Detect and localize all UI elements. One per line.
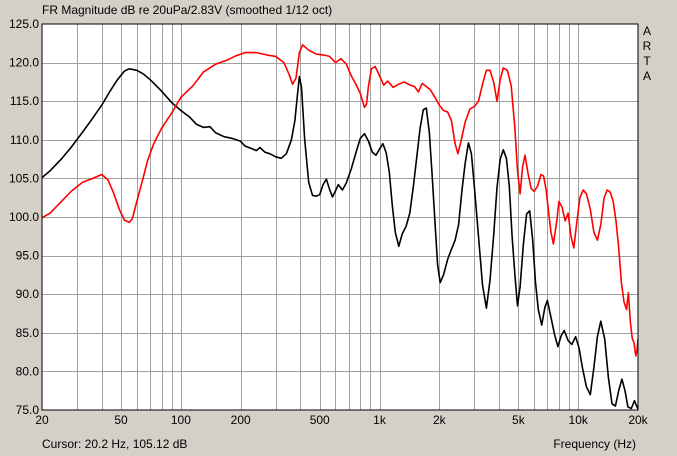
x-tick-label: 50 — [114, 413, 128, 427]
y-tick-label: 75.0 — [16, 403, 40, 417]
x-tick-label: 200 — [231, 413, 251, 427]
plot-border — [41, 23, 639, 411]
series-line-black — [42, 68, 638, 410]
y-tick-label: 80.0 — [16, 364, 40, 378]
x-tick-label: 2k — [433, 413, 447, 427]
x-tick-labels: 20 50 100 200 500 1k 2k 5k 10k 20k — [35, 413, 648, 427]
x-tick-label: 20k — [628, 413, 648, 427]
arta-logo: ARTA — [642, 24, 652, 83]
x-tick-label: 500 — [310, 413, 330, 427]
y-tick-label: 90.0 — [16, 287, 40, 301]
y-tick-labels: 125.0 120.0 115.0 110.0 105.0 100.0 95.0 90.0 85… — [9, 17, 39, 417]
y-tick-label: 100.0 — [9, 210, 39, 224]
y-tick-label: 120.0 — [9, 56, 39, 70]
y-tick-label: 95.0 — [16, 249, 40, 263]
y-tick-label: 85.0 — [16, 326, 40, 340]
x-tick-label: 1k — [373, 413, 387, 427]
x-tick-label: 100 — [171, 413, 191, 427]
series-line-red — [42, 43, 638, 357]
x-tick-label: 20 — [35, 413, 49, 427]
chart-title: FR Magnitude dB re 20uPa/2.83V (smoothed… — [42, 3, 333, 17]
y-tick-label: 105.0 — [9, 171, 39, 185]
y-tick-label: 110.0 — [10, 133, 39, 147]
x-axis-label: Frequency (Hz) — [553, 437, 636, 451]
x-tick-label: 10k — [569, 413, 589, 427]
x-tick-label: 5k — [512, 413, 526, 427]
y-tick-label: 125.0 — [9, 17, 39, 31]
grid-lines — [42, 24, 638, 410]
cursor-readout: Cursor: 20.2 Hz, 105.12 dB — [42, 437, 188, 451]
y-tick-label: 115.0 — [10, 94, 39, 108]
series-layer — [42, 43, 638, 410]
